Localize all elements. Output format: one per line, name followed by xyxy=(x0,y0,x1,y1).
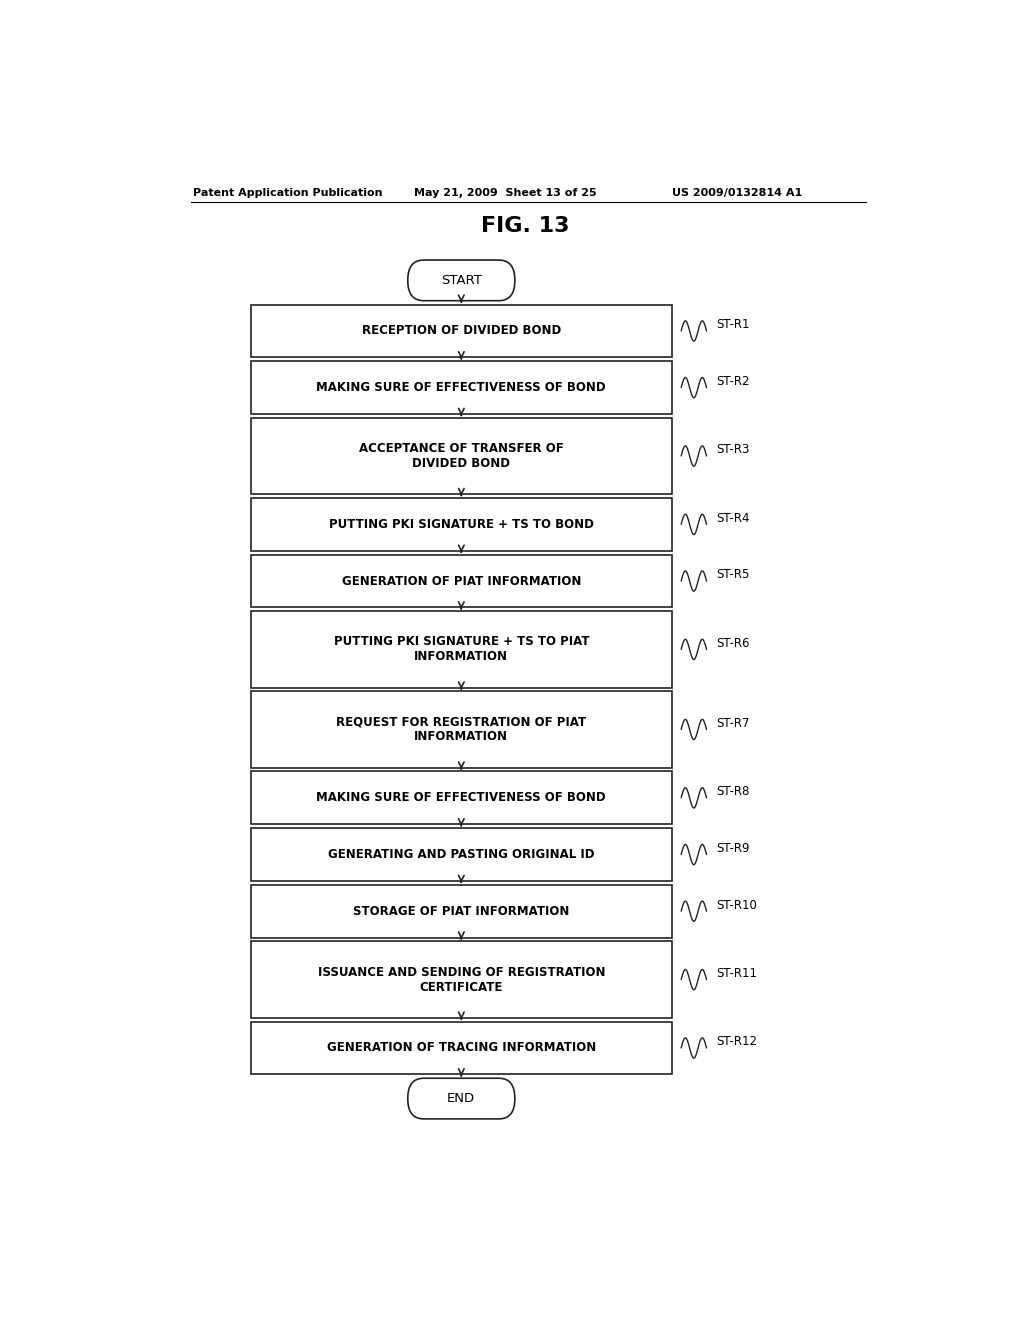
Text: FIG. 13: FIG. 13 xyxy=(480,216,569,236)
Text: PUTTING PKI SIGNATURE + TS TO BOND: PUTTING PKI SIGNATURE + TS TO BOND xyxy=(329,517,594,531)
Bar xyxy=(251,498,672,550)
Text: ST-R1: ST-R1 xyxy=(716,318,750,331)
Text: ST-R3: ST-R3 xyxy=(716,444,750,457)
Bar xyxy=(251,362,672,414)
Bar xyxy=(251,305,672,358)
FancyBboxPatch shape xyxy=(408,260,515,301)
Bar xyxy=(251,941,672,1018)
Text: MAKING SURE OF EFFECTIVENESS OF BOND: MAKING SURE OF EFFECTIVENESS OF BOND xyxy=(316,792,606,804)
Text: START: START xyxy=(441,273,481,286)
Bar xyxy=(251,554,672,607)
Text: REQUEST FOR REGISTRATION OF PIAT
INFORMATION: REQUEST FOR REGISTRATION OF PIAT INFORMA… xyxy=(336,715,587,743)
Text: ST-R6: ST-R6 xyxy=(716,636,750,649)
Bar xyxy=(251,692,672,768)
Text: ST-R11: ST-R11 xyxy=(716,968,757,979)
Bar xyxy=(251,1022,672,1074)
Text: MAKING SURE OF EFFECTIVENESS OF BOND: MAKING SURE OF EFFECTIVENESS OF BOND xyxy=(316,381,606,395)
Text: ST-R9: ST-R9 xyxy=(716,842,750,855)
Text: ST-R7: ST-R7 xyxy=(716,717,750,730)
Bar xyxy=(251,418,672,494)
Text: ST-R2: ST-R2 xyxy=(716,375,750,388)
Text: GENERATING AND PASTING ORIGINAL ID: GENERATING AND PASTING ORIGINAL ID xyxy=(328,847,595,861)
FancyBboxPatch shape xyxy=(408,1078,515,1119)
Text: END: END xyxy=(447,1092,475,1105)
Text: US 2009/0132814 A1: US 2009/0132814 A1 xyxy=(672,187,802,198)
Text: GENERATION OF PIAT INFORMATION: GENERATION OF PIAT INFORMATION xyxy=(342,574,581,587)
Bar xyxy=(251,611,672,688)
Text: May 21, 2009  Sheet 13 of 25: May 21, 2009 Sheet 13 of 25 xyxy=(414,187,596,198)
Text: ACCEPTANCE OF TRANSFER OF
DIVIDED BOND: ACCEPTANCE OF TRANSFER OF DIVIDED BOND xyxy=(359,442,563,470)
Text: ST-R12: ST-R12 xyxy=(716,1035,757,1048)
Bar xyxy=(251,828,672,880)
Text: GENERATION OF TRACING INFORMATION: GENERATION OF TRACING INFORMATION xyxy=(327,1041,596,1055)
Bar xyxy=(251,771,672,824)
Text: ST-R5: ST-R5 xyxy=(716,569,750,582)
Text: ST-R10: ST-R10 xyxy=(716,899,757,912)
Text: RECEPTION OF DIVIDED BOND: RECEPTION OF DIVIDED BOND xyxy=(361,325,561,338)
Text: ST-R4: ST-R4 xyxy=(716,512,750,525)
Text: ST-R8: ST-R8 xyxy=(716,785,750,799)
Text: ISSUANCE AND SENDING OF REGISTRATION
CERTIFICATE: ISSUANCE AND SENDING OF REGISTRATION CER… xyxy=(317,966,605,994)
Text: PUTTING PKI SIGNATURE + TS TO PIAT
INFORMATION: PUTTING PKI SIGNATURE + TS TO PIAT INFOR… xyxy=(334,635,589,664)
Text: Patent Application Publication: Patent Application Publication xyxy=(194,187,383,198)
Bar xyxy=(251,884,672,937)
Text: STORAGE OF PIAT INFORMATION: STORAGE OF PIAT INFORMATION xyxy=(353,904,569,917)
